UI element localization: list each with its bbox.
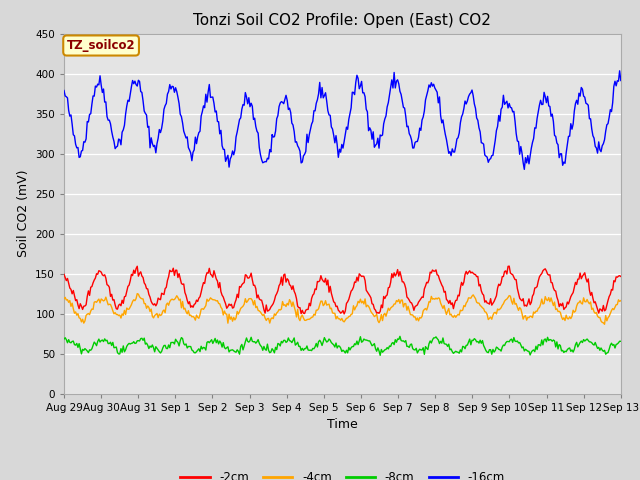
Legend: -2cm, -4cm, -8cm, -16cm: -2cm, -4cm, -8cm, -16cm xyxy=(175,466,509,480)
X-axis label: Time: Time xyxy=(327,418,358,431)
Text: TZ_soilco2: TZ_soilco2 xyxy=(67,39,136,52)
Title: Tonzi Soil CO2 Profile: Open (East) CO2: Tonzi Soil CO2 Profile: Open (East) CO2 xyxy=(193,13,492,28)
Y-axis label: Soil CO2 (mV): Soil CO2 (mV) xyxy=(17,170,29,257)
